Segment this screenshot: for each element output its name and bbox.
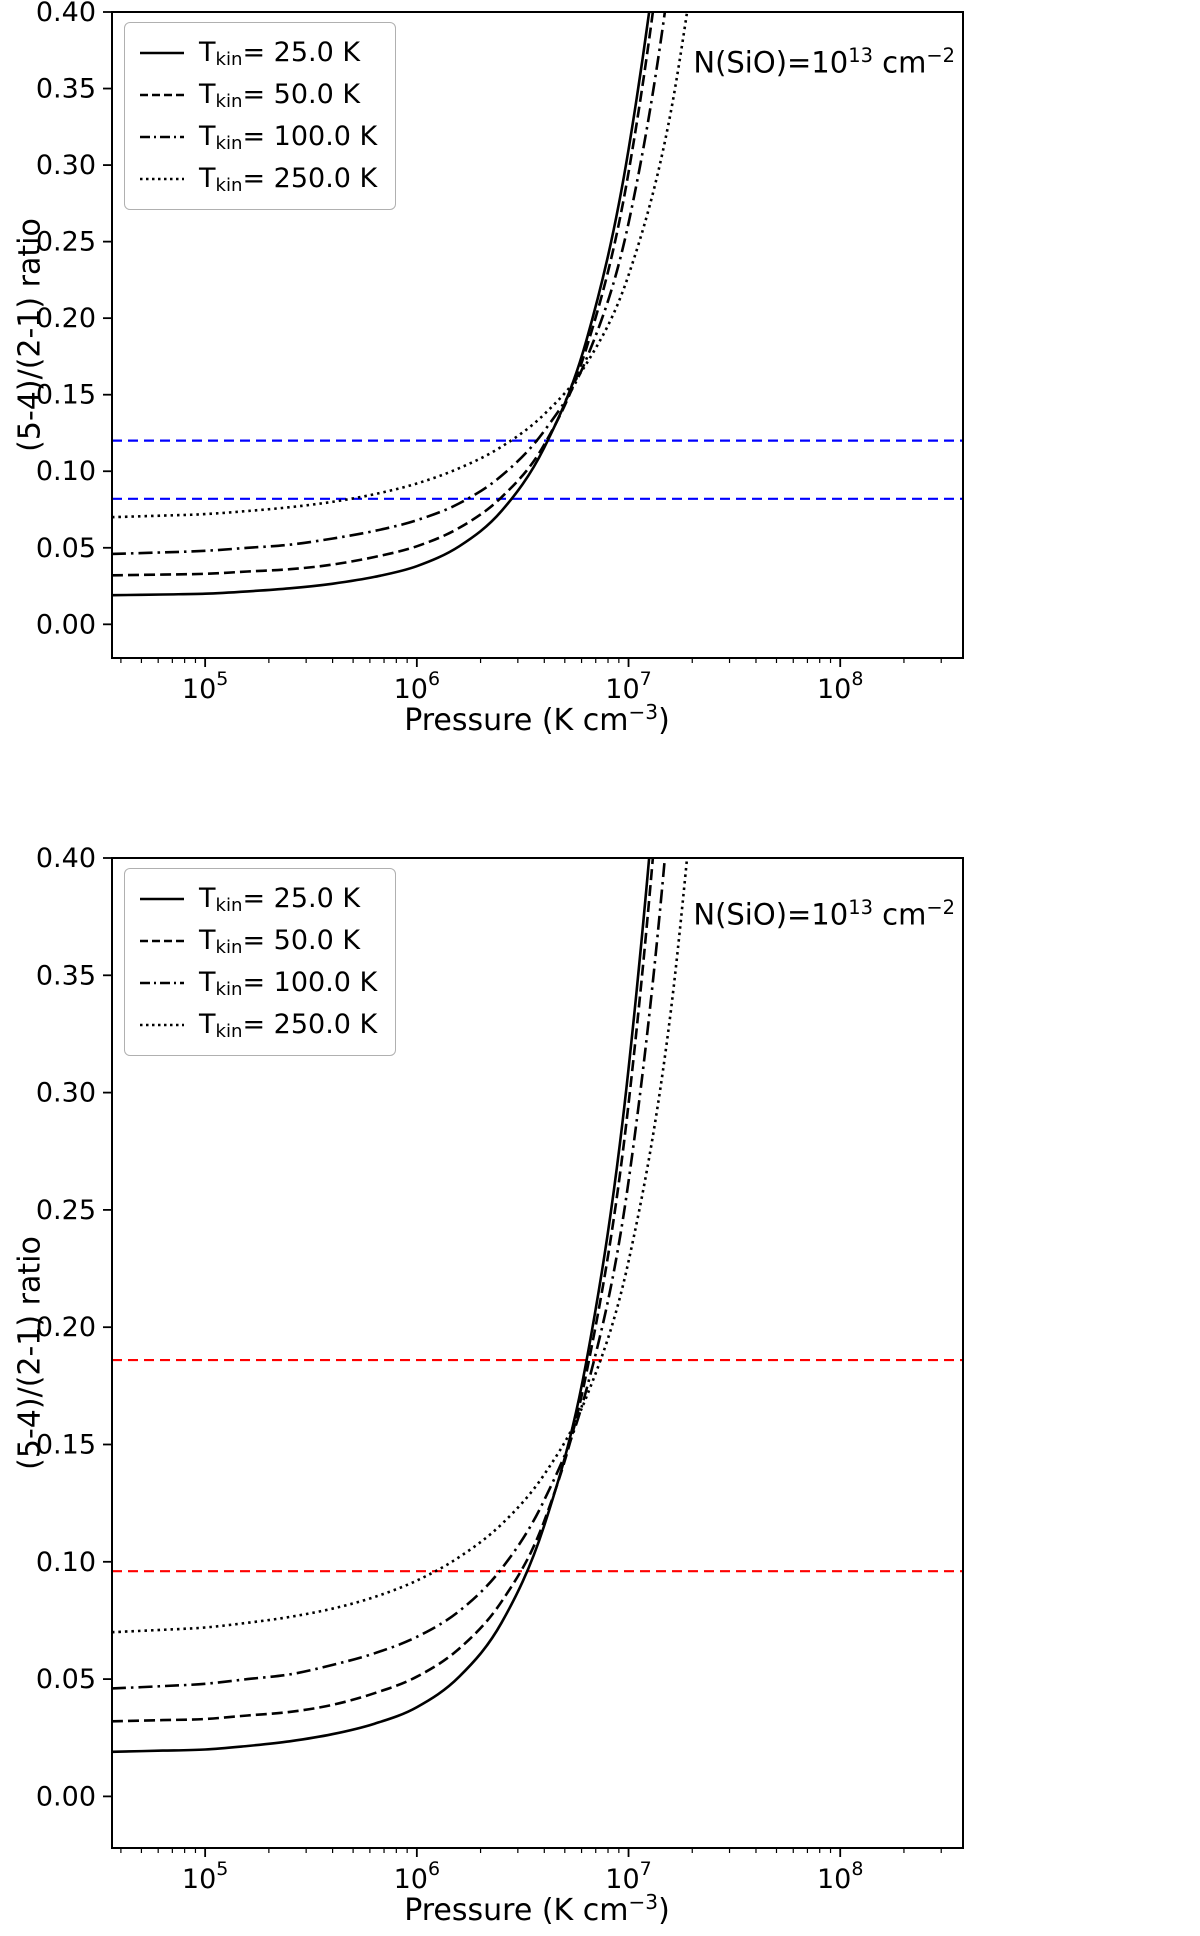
y-tick-label: 0.20 — [36, 303, 96, 334]
legend-item-tkin-100: Tkin= 100.0 K — [139, 117, 377, 157]
legend-label: Tkin= 50.0 K — [199, 924, 361, 958]
x-tick-label: 108 — [817, 668, 863, 705]
legend-item-tkin-100: Tkin= 100.0 K — [139, 963, 377, 1003]
x-tick-label: 105 — [182, 1858, 228, 1895]
y-tick-label: 0.10 — [36, 456, 96, 487]
x-tick-label: 106 — [394, 668, 440, 705]
legend-line-solid-icon — [140, 51, 184, 55]
y-tick-label: 0.35 — [36, 74, 96, 105]
legend-line-dashed-icon — [140, 93, 184, 97]
y-tick-label: 0.25 — [36, 1195, 96, 1226]
y-tick-label: 0.15 — [36, 1429, 96, 1460]
y-tick-label: 0.10 — [36, 1547, 96, 1578]
y-axis-label: (5-4)/(2-1) ratio — [12, 218, 48, 452]
legend-item-tkin-250: Tkin= 250.0 K — [139, 1005, 377, 1045]
x-axis-label: Pressure (K cm−3) — [404, 700, 670, 739]
legend-label: Tkin= 25.0 K — [199, 882, 361, 916]
legend-label: Tkin= 250.0 K — [199, 162, 378, 196]
x-tick-label: 106 — [394, 1858, 440, 1895]
series-line-tkin-25K — [112, 858, 651, 1754]
legend-label: Tkin= 100.0 K — [199, 966, 378, 1000]
legend-line-dashdot-icon — [140, 981, 184, 985]
bottom-chart-panel: 105 106 107 108 0.00 0.05 0.10 0.15 0.20 0.25 0.30… — [0, 840, 1200, 1936]
legend-line-dashed-icon — [140, 939, 184, 943]
series-line-tkin-250K — [112, 858, 689, 1634]
column-density-annotation: N(SiO)=1013 cm−2 — [693, 44, 955, 80]
series-line-tkin-100K — [112, 858, 667, 1690]
plot-area-bottom: 105 106 107 108 0.00 0.05 0.10 0.15 0.20 0.25 0.30… — [36, 843, 964, 1895]
column-density-annotation: N(SiO)=1013 cm−2 — [693, 896, 955, 932]
y-tick-label: 0.30 — [36, 1078, 96, 1109]
legend-line-dashdot-icon — [140, 135, 184, 139]
legend-item-tkin-50: Tkin= 50.0 K — [139, 75, 377, 115]
y-tick-label: 0.35 — [36, 960, 96, 991]
y-tick-label: 0.20 — [36, 1312, 96, 1343]
y-tick-label: 0.25 — [36, 227, 96, 258]
legend-line-solid-icon — [140, 897, 184, 901]
y-tick-label: 0.40 — [36, 843, 96, 874]
top-chart-panel: 105 106 107 108 0.00 0.05 0.10 0.15 0.20 0.25 0.30… — [0, 0, 1200, 780]
series-line-tkin-50K — [112, 858, 655, 1723]
x-tick-label: 107 — [605, 668, 651, 705]
legend-label: Tkin= 100.0 K — [199, 120, 378, 154]
legend-box: Tkin= 25.0 K Tkin= 50.0 K Tkin= 100.0 K … — [124, 868, 397, 1056]
y-tick-label: 0.15 — [36, 380, 96, 411]
y-tick-label: 0.00 — [36, 1781, 96, 1812]
series-line-tkin-100K — [112, 12, 667, 556]
plot-area-top: 105 106 107 108 0.00 0.05 0.10 0.15 0.20 0.25 0.30… — [36, 0, 964, 705]
x-tick-label: 107 — [605, 1858, 651, 1895]
legend-item-tkin-25: Tkin= 25.0 K — [139, 879, 377, 919]
y-tick-label: 0.05 — [36, 533, 96, 564]
plot-border — [111, 857, 964, 1849]
legend-label: Tkin= 25.0 K — [199, 36, 361, 70]
y-tick-label: 0.30 — [36, 150, 96, 181]
x-axis-label: Pressure (K cm−3) — [404, 1890, 670, 1929]
legend-label: Tkin= 250.0 K — [199, 1008, 378, 1042]
y-tick-label: 0.40 — [36, 0, 96, 28]
legend-line-dotted-icon — [140, 1023, 184, 1027]
x-tick-label: 105 — [182, 668, 228, 705]
legend-item-tkin-50: Tkin= 50.0 K — [139, 921, 377, 961]
y-tick-label: 0.00 — [36, 609, 96, 640]
legend-item-tkin-25: Tkin= 25.0 K — [139, 33, 377, 73]
legend-line-dotted-icon — [140, 177, 184, 181]
series-line-tkin-250K — [112, 12, 689, 519]
series-line-tkin-50K — [112, 12, 655, 577]
legend-item-tkin-250: Tkin= 250.0 K — [139, 159, 377, 199]
legend-box: Tkin= 25.0 K Tkin= 50.0 K Tkin= 100.0 K … — [124, 22, 397, 210]
plot-border — [111, 11, 964, 659]
y-axis-label: (5-4)/(2-1) ratio — [12, 1236, 48, 1470]
y-tick-label: 0.05 — [36, 1664, 96, 1695]
legend-label: Tkin= 50.0 K — [199, 78, 361, 112]
x-tick-label: 108 — [817, 1858, 863, 1895]
series-line-tkin-25K — [112, 12, 651, 597]
